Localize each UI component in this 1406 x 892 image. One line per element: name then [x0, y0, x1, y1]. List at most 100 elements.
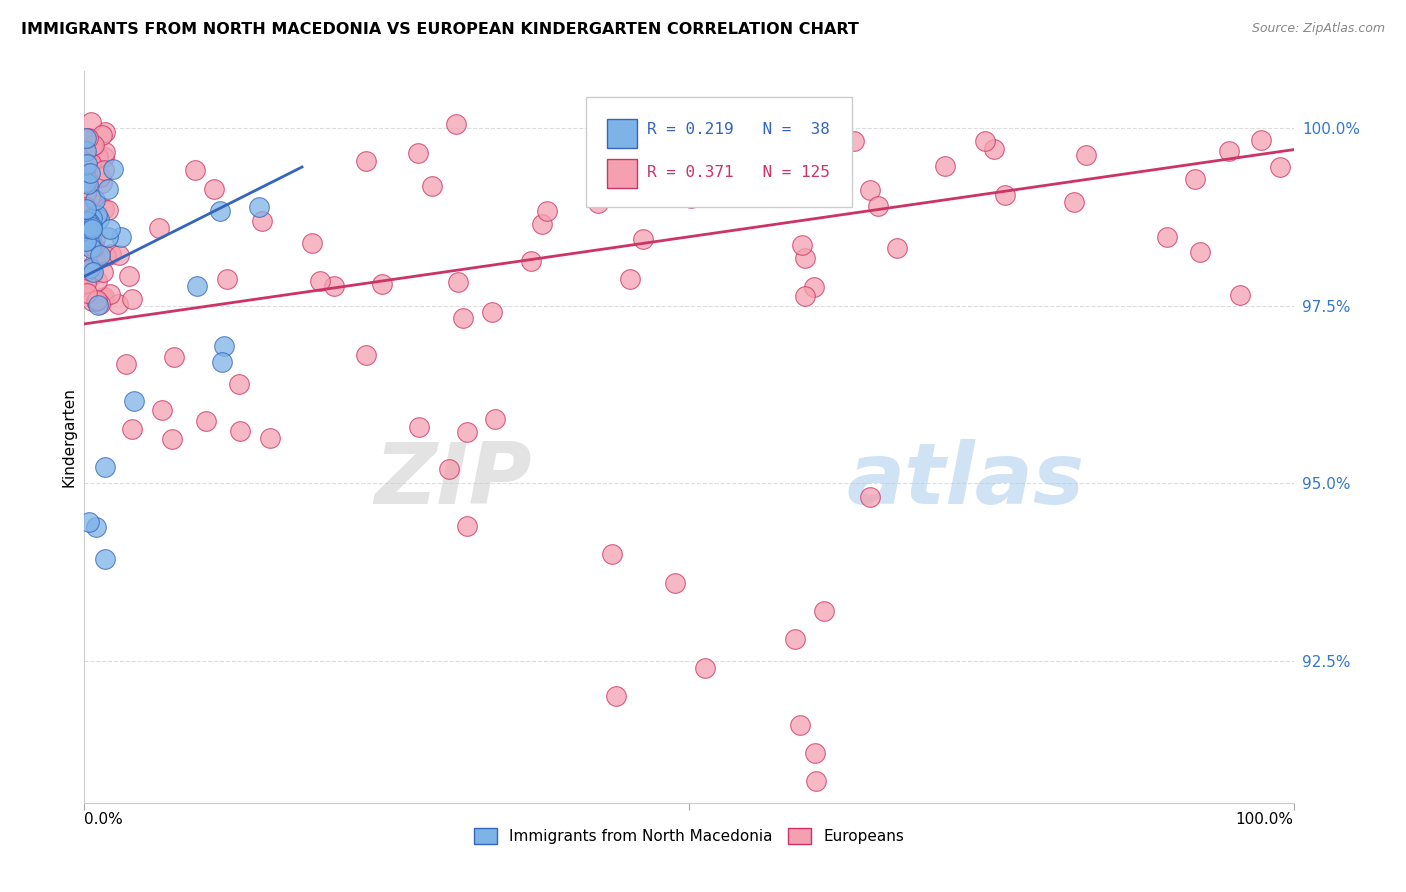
Point: [247, 200, 270, 214]
Point: [80, 156, 103, 170]
Point: [1074, 148, 1097, 162]
Point: [148, 221, 170, 235]
Point: [859, 491, 882, 505]
Point: [75, 200, 97, 214]
Point: [84, 193, 107, 207]
Point: [354, 153, 377, 168]
Point: [83, 232, 105, 246]
Point: [520, 254, 543, 268]
Point: [93, 290, 115, 304]
Point: [75, 186, 97, 201]
Point: [91, 265, 114, 279]
Text: R = 0.371   N = 125: R = 0.371 N = 125: [647, 165, 830, 180]
Point: [80, 222, 103, 236]
Point: [1250, 133, 1272, 147]
Point: [89, 248, 111, 262]
Point: [1229, 288, 1251, 302]
Point: [228, 377, 250, 392]
Point: [994, 188, 1017, 202]
Point: [76, 178, 98, 192]
Point: [934, 160, 956, 174]
Point: [408, 419, 430, 434]
Point: [80, 143, 103, 157]
Point: [76, 233, 98, 247]
Point: [80, 219, 103, 234]
Point: [794, 289, 817, 303]
Point: [212, 339, 235, 353]
Point: [789, 717, 811, 731]
Point: [77, 263, 100, 277]
Point: [1268, 160, 1291, 174]
Point: [77, 262, 100, 277]
Bar: [607, 159, 637, 188]
FancyBboxPatch shape: [586, 97, 852, 207]
Point: [420, 179, 443, 194]
Point: [98, 287, 121, 301]
Point: [456, 425, 478, 439]
Point: [90, 128, 112, 142]
Point: [75, 234, 97, 248]
Text: atlas: atlas: [846, 440, 1084, 523]
Point: [91, 292, 114, 306]
Point: [195, 414, 218, 428]
Point: [983, 142, 1005, 156]
Point: [76, 166, 98, 180]
Text: IMMIGRANTS FROM NORTH MACEDONIA VS EUROPEAN KINDERGARTEN CORRELATION CHART: IMMIGRANTS FROM NORTH MACEDONIA VS EUROP…: [21, 22, 859, 37]
Point: [79, 131, 101, 145]
Bar: [607, 119, 637, 148]
Point: [354, 348, 377, 362]
Point: [76, 285, 98, 300]
Point: [76, 220, 98, 235]
Point: [785, 632, 807, 647]
Point: [89, 297, 111, 311]
Point: [202, 182, 225, 196]
Point: [94, 145, 117, 160]
Point: [586, 195, 609, 210]
Point: [447, 276, 470, 290]
Point: [813, 604, 835, 618]
Text: 100.0%: 100.0%: [1236, 813, 1294, 827]
Point: [530, 217, 553, 231]
Point: [75, 232, 97, 246]
Point: [118, 269, 141, 284]
Point: [1218, 145, 1240, 159]
Point: [1188, 245, 1211, 260]
Y-axis label: Kindergarten: Kindergarten: [60, 387, 76, 487]
Point: [103, 161, 125, 176]
Point: [97, 202, 120, 217]
Point: [301, 236, 323, 251]
Point: [633, 232, 655, 246]
Point: [481, 305, 503, 319]
Point: [86, 208, 108, 222]
Point: [859, 183, 882, 197]
Point: [1184, 172, 1206, 186]
Point: [76, 221, 98, 235]
Point: [82, 294, 104, 309]
Point: [186, 279, 208, 293]
Point: [121, 292, 143, 306]
Point: [110, 230, 132, 244]
Point: [79, 190, 101, 204]
Point: [804, 774, 827, 789]
Point: [86, 274, 108, 288]
Point: [75, 219, 97, 234]
Point: [75, 175, 97, 189]
Point: [451, 310, 474, 325]
Point: [121, 422, 143, 436]
Text: Source: ZipAtlas.com: Source: ZipAtlas.com: [1251, 22, 1385, 36]
Point: [456, 519, 478, 533]
Point: [75, 144, 97, 158]
Point: [693, 661, 716, 675]
Point: [86, 519, 108, 533]
Point: [77, 215, 100, 229]
Point: [619, 272, 641, 286]
Point: [484, 412, 506, 426]
Point: [408, 145, 430, 160]
Point: [97, 181, 120, 195]
Point: [80, 241, 103, 255]
Point: [87, 149, 110, 163]
Point: [1063, 194, 1085, 209]
Point: [80, 211, 103, 225]
Text: ZIP: ZIP: [374, 440, 531, 523]
Point: [93, 150, 115, 164]
